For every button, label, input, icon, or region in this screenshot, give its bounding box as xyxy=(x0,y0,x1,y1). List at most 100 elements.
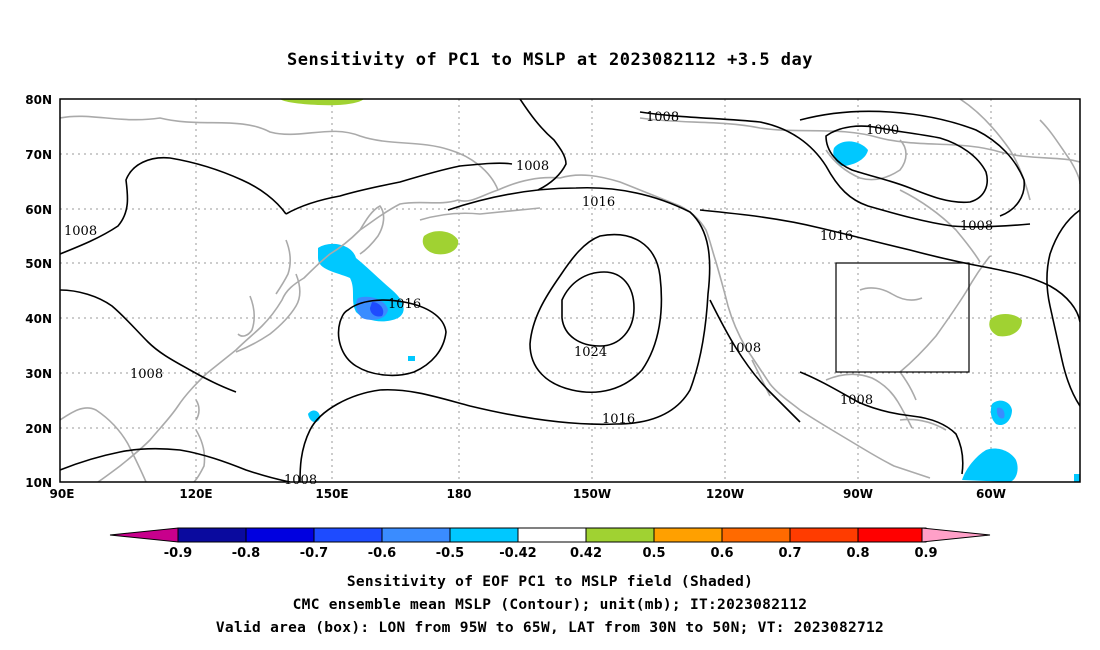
coast-eurasia-arctic xyxy=(60,115,499,191)
colorbar-tick-label: -0.7 xyxy=(300,546,328,561)
colorbar-tick-label: 0.6 xyxy=(710,546,733,561)
lon-label: 60W xyxy=(976,487,1006,501)
coast-great-lakes xyxy=(859,287,923,301)
contour-1008-southwest xyxy=(60,447,291,482)
contour-label: 1008 xyxy=(728,341,761,356)
coast-na-west xyxy=(715,261,833,431)
shade-blob-blue-caribbean xyxy=(996,407,1005,419)
colorbar-labels: -0.9 -0.8 -0.7 -0.6 -0.5 -0.42 0.42 0.5 0.6 0.7 0.… xyxy=(164,546,938,561)
grid-lines xyxy=(60,99,1080,482)
contour-labels: 1008 1008 1008 1008 1008 1008 1008 1008 … xyxy=(64,110,993,488)
colorbar-cell xyxy=(313,527,383,543)
colorbar-cell xyxy=(721,527,791,543)
coast-europe xyxy=(1039,119,1080,185)
shade-blob-darkblue-kamchatka xyxy=(370,302,384,317)
contour-label: 1024 xyxy=(574,345,607,360)
latitude-labels: 80N 70N 60N 50N 40N 30N 20N 10N xyxy=(25,93,52,490)
caption-line3: Valid area (box): LON from 95W to 65W, L… xyxy=(215,620,885,636)
longitude-labels: 90E 120E 150E 180 150W 120W 90W 60W xyxy=(50,487,1006,501)
colorbar-cell xyxy=(585,527,655,543)
contour-label: 1008 xyxy=(646,110,679,125)
contour-1008-hudson-outer xyxy=(799,110,1025,217)
lon-label: 150W xyxy=(573,487,611,501)
contour-1008-arctic xyxy=(519,99,567,191)
lat-label: 40N xyxy=(25,312,52,326)
coast-labrador xyxy=(899,189,981,263)
lat-label: 20N xyxy=(25,422,52,436)
colorbar-tick-label: 0.7 xyxy=(778,546,801,561)
lon-label: 120E xyxy=(179,487,212,501)
shade-blob-green-pacific xyxy=(422,231,459,255)
colorbar-cell xyxy=(381,527,451,543)
contour-1008-gulf xyxy=(799,371,964,475)
contour-label: 1008 xyxy=(840,393,873,408)
colorbar-tick-label: -0.42 xyxy=(499,546,536,561)
lon-label: 180 xyxy=(446,487,471,501)
coast-greenland xyxy=(959,99,1031,201)
lat-label: 80N xyxy=(25,93,52,107)
colorbar-tick-label: 0.8 xyxy=(846,546,869,561)
contour-1008-siberia xyxy=(285,162,513,215)
colorbar-tick-label: 0.42 xyxy=(570,546,602,561)
colorbar-tick-label: -0.5 xyxy=(436,546,464,561)
lat-label: 70N xyxy=(25,148,52,162)
shade-blob-cyan-hudson xyxy=(833,141,868,166)
contour-1000-hudson xyxy=(825,125,988,204)
contour-label: 1008 xyxy=(516,159,549,174)
coast-alaska xyxy=(497,174,717,263)
colorbar-cell xyxy=(857,527,927,543)
lat-label: 30N xyxy=(25,367,52,381)
lat-label: 50N xyxy=(25,257,52,271)
lat-label: 10N xyxy=(25,476,52,490)
contour-label: 1016 xyxy=(820,229,853,244)
colorbar-tick-label: -0.9 xyxy=(164,546,192,561)
coast-aleutians xyxy=(419,207,541,221)
map-frame xyxy=(59,98,1081,483)
contour-1008-north xyxy=(639,111,1031,228)
colorbar-cell xyxy=(449,527,519,543)
coast-japan xyxy=(235,273,301,353)
contour-label: 1008 xyxy=(284,473,317,488)
coast-korea xyxy=(237,295,255,337)
lon-label: 90W xyxy=(843,487,873,501)
colorbar-tick-label: 0.9 xyxy=(914,546,937,561)
mslp-contours xyxy=(60,99,1080,482)
contour-1016-north-america xyxy=(699,209,1080,323)
coast-philippines xyxy=(193,429,206,482)
coast-florida xyxy=(899,371,917,401)
contour-label: 1008 xyxy=(960,219,993,234)
shade-blob-green-arctic xyxy=(280,99,364,106)
coast-kamchatka xyxy=(359,205,385,255)
lon-label: 150E xyxy=(315,487,348,501)
lon-label: 120W xyxy=(706,487,744,501)
map-background xyxy=(60,99,1080,482)
contour-label: 1000 xyxy=(866,123,899,138)
colorbar-cell xyxy=(789,527,859,543)
colorbar-right-arrow xyxy=(921,527,991,543)
coast-canada-north xyxy=(639,117,1080,163)
coast-baja xyxy=(751,359,771,397)
contour-1016-pacific-high xyxy=(529,233,663,393)
contour-label: 1008 xyxy=(130,367,163,382)
shade-blob-cyan-south xyxy=(962,448,1018,482)
coast-cuba xyxy=(899,418,947,431)
contour-1016-outer xyxy=(299,186,711,482)
map-title: Sensitivity of PC1 to MSLP at 2023082112… xyxy=(286,50,813,70)
contour-1024 xyxy=(561,271,635,347)
lon-label: 90E xyxy=(50,487,75,501)
coast-taiwan xyxy=(195,399,200,421)
colorbar-tick-label: -0.6 xyxy=(368,546,396,561)
shade-blob-cyan-small3 xyxy=(1074,474,1080,482)
coast-central-america xyxy=(831,429,931,479)
sensitivity-shading xyxy=(280,99,1080,482)
colorbar-cell xyxy=(653,527,723,543)
colorbar-left-arrow xyxy=(109,527,179,543)
colorbar-cell xyxy=(177,527,247,543)
contour-1016-kamchatka xyxy=(337,299,447,377)
caption-line1: Sensitivity of EOF PC1 to MSLP field (Sh… xyxy=(346,574,754,590)
contour-label: 1008 xyxy=(64,224,97,239)
caption-line2: CMC ensemble mean MSLP (Contour); unit(m… xyxy=(292,597,808,613)
contour-1008-asia-low xyxy=(60,156,287,255)
colorbar-tick-label: 0.5 xyxy=(642,546,665,561)
